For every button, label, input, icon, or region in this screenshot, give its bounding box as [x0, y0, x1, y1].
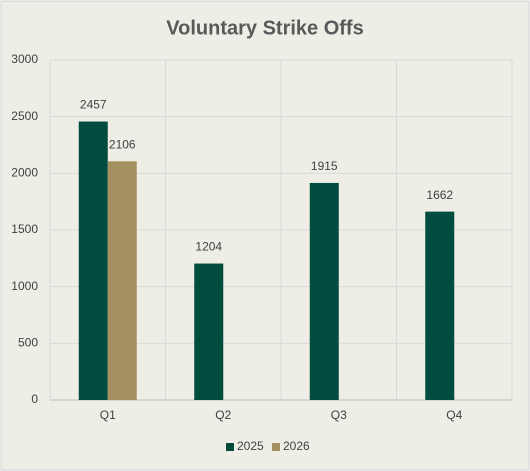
data-label: 1662 — [426, 188, 453, 202]
legend-label: 2026 — [283, 439, 310, 453]
data-label: 1915 — [311, 159, 338, 173]
data-label: 2106 — [109, 137, 136, 151]
data-label: 1204 — [195, 240, 222, 254]
legend-swatch — [226, 443, 234, 451]
bar — [309, 182, 339, 400]
y-tick-label: 1000 — [11, 279, 38, 293]
x-tick-label: Q3 — [331, 408, 347, 422]
y-tick-label: 3000 — [11, 52, 38, 66]
data-label: 2457 — [80, 98, 107, 112]
bar — [78, 121, 108, 400]
bar — [425, 211, 455, 400]
y-tick-label: 500 — [18, 336, 38, 350]
x-tick-label: Q4 — [446, 408, 462, 422]
x-tick-label: Q1 — [100, 408, 116, 422]
bar — [194, 263, 224, 400]
x-tick-label: Q2 — [215, 408, 231, 422]
chart-title: Voluntary Strike Offs — [166, 17, 363, 39]
y-tick-label: 1500 — [11, 222, 38, 236]
legend-label: 2025 — [237, 439, 264, 453]
legend-swatch — [272, 443, 280, 451]
bar — [107, 161, 137, 400]
y-tick-label: 2500 — [11, 109, 38, 123]
y-tick-label: 0 — [31, 392, 38, 406]
y-tick-label: 2000 — [11, 166, 38, 180]
